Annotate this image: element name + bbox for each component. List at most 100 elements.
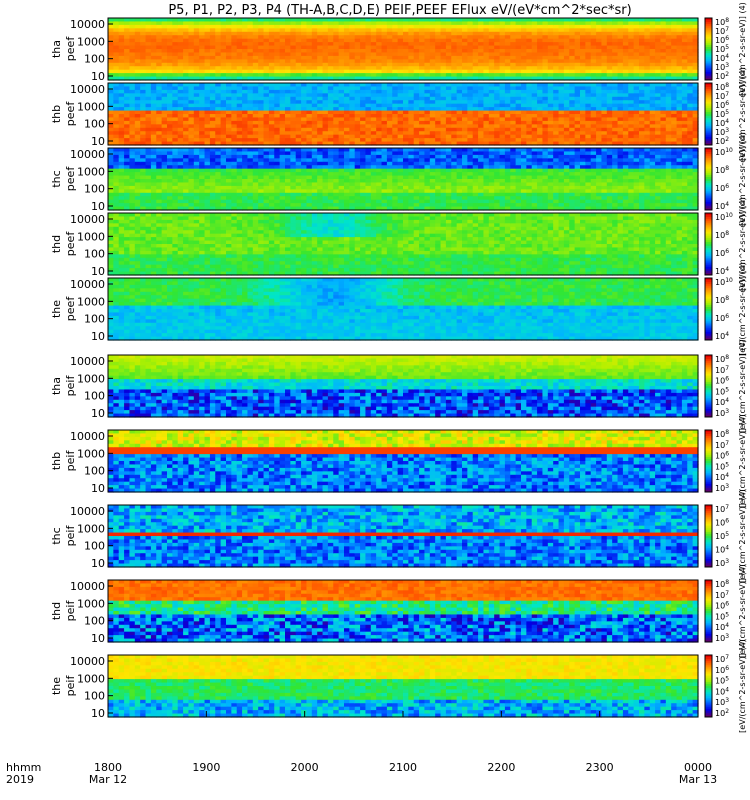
heatmap-cell xyxy=(419,138,426,143)
heatmap-cell xyxy=(360,100,367,105)
heatmap-cell xyxy=(258,196,265,201)
heatmap-cell xyxy=(483,141,490,146)
heatmap-cell xyxy=(258,168,265,173)
heatmap-cell xyxy=(209,45,216,50)
heatmap-cell xyxy=(317,59,324,64)
heatmap-cell xyxy=(537,18,544,23)
heatmap-cell xyxy=(193,192,200,197)
heatmap-cell xyxy=(268,62,275,67)
heatmap-cell xyxy=(483,134,490,139)
heatmap-cell xyxy=(365,196,372,201)
heatmap-cell xyxy=(124,83,131,88)
heatmap-cell xyxy=(301,148,308,153)
colorbar-segment xyxy=(705,103,712,107)
heatmap-cell xyxy=(563,131,570,136)
heatmap-cell xyxy=(370,117,377,122)
heatmap-cell xyxy=(226,203,232,208)
heatmap-cell xyxy=(150,45,157,50)
heatmap-cell xyxy=(386,134,393,139)
heatmap-cell xyxy=(585,93,592,98)
heatmap-cell xyxy=(408,93,415,98)
heatmap-cell xyxy=(349,69,356,74)
heatmap-cell xyxy=(150,182,157,187)
heatmap-cell xyxy=(419,127,426,132)
heatmap-cell xyxy=(108,107,114,112)
heatmap-cell xyxy=(596,89,603,94)
heatmap-cell xyxy=(365,192,372,197)
heatmap-cell xyxy=(617,93,624,98)
heatmap-cell xyxy=(622,76,629,81)
heatmap-cell xyxy=(531,117,538,122)
heatmap-cell xyxy=(440,59,447,64)
heatmap-cell xyxy=(263,182,270,187)
colorbar-segment xyxy=(705,75,712,79)
heatmap-cell xyxy=(258,138,265,143)
heatmap-cell xyxy=(612,117,619,122)
colorbar-frame xyxy=(704,17,713,81)
heatmap-cell xyxy=(322,73,329,78)
heatmap-cell xyxy=(231,62,238,67)
heatmap-cell xyxy=(515,59,522,64)
heatmap-cell xyxy=(633,131,640,136)
heatmap-cell xyxy=(628,55,635,60)
heatmap-cell xyxy=(183,76,190,81)
heatmap-cell xyxy=(344,45,350,50)
heatmap-cell xyxy=(268,179,275,184)
heatmap-cell xyxy=(301,24,308,29)
heatmap-cell xyxy=(580,127,586,132)
heatmap-cell xyxy=(386,138,393,143)
heatmap-cell xyxy=(478,21,485,26)
heatmap-cell xyxy=(494,117,501,122)
heatmap-cell xyxy=(628,138,635,143)
heatmap-cell xyxy=(161,73,168,78)
heatmap-cell xyxy=(118,141,125,146)
heatmap-cell xyxy=(499,89,506,94)
heatmap-cell xyxy=(563,120,570,125)
heatmap-cell xyxy=(226,189,232,194)
heatmap-cell xyxy=(639,76,645,81)
heatmap-cell xyxy=(349,62,356,67)
heatmap-cell xyxy=(140,199,147,204)
heatmap-cell xyxy=(681,93,688,98)
heatmap-cell xyxy=(161,141,168,146)
heatmap-cell xyxy=(188,120,195,125)
heatmap-cell xyxy=(226,35,232,40)
heatmap-cell xyxy=(199,76,206,81)
heatmap-cell xyxy=(365,175,372,180)
heatmap-cell xyxy=(231,96,238,101)
heatmap-cell xyxy=(161,76,168,81)
heatmap-cell xyxy=(134,62,141,67)
heatmap-cell xyxy=(606,62,613,67)
heatmap-cell xyxy=(655,117,662,122)
heatmap-cell xyxy=(515,100,522,105)
heatmap-cell xyxy=(504,134,511,139)
heatmap-cell xyxy=(183,151,190,156)
heatmap-cell xyxy=(215,86,222,91)
heatmap-cell xyxy=(322,134,329,139)
heatmap-cell xyxy=(601,73,608,78)
heatmap-cell xyxy=(644,110,651,115)
panel-frame xyxy=(107,82,699,146)
heatmap-cell xyxy=(349,175,356,180)
heatmap-cell xyxy=(344,52,350,57)
heatmap-cell xyxy=(349,120,356,125)
heatmap-cell xyxy=(644,141,651,146)
heatmap-cell xyxy=(413,107,420,112)
heatmap-cell xyxy=(612,24,619,29)
heatmap-cell xyxy=(419,21,426,26)
heatmap-cell xyxy=(301,134,308,139)
heatmap-cell xyxy=(129,131,136,136)
heatmap-cell xyxy=(563,110,570,115)
heatmap-cell xyxy=(676,18,683,23)
heatmap-cell xyxy=(649,49,656,54)
heatmap-cell xyxy=(317,66,324,71)
heatmap-cell xyxy=(590,55,597,60)
heatmap-cell xyxy=(456,110,463,115)
heatmap-cell xyxy=(204,62,211,67)
heatmap-cell xyxy=(145,103,152,108)
heatmap-cell xyxy=(124,192,131,197)
heatmap-cell xyxy=(451,124,458,129)
heatmap-cell xyxy=(161,38,168,43)
heatmap-cell xyxy=(440,66,447,71)
heatmap-cell xyxy=(172,196,179,201)
